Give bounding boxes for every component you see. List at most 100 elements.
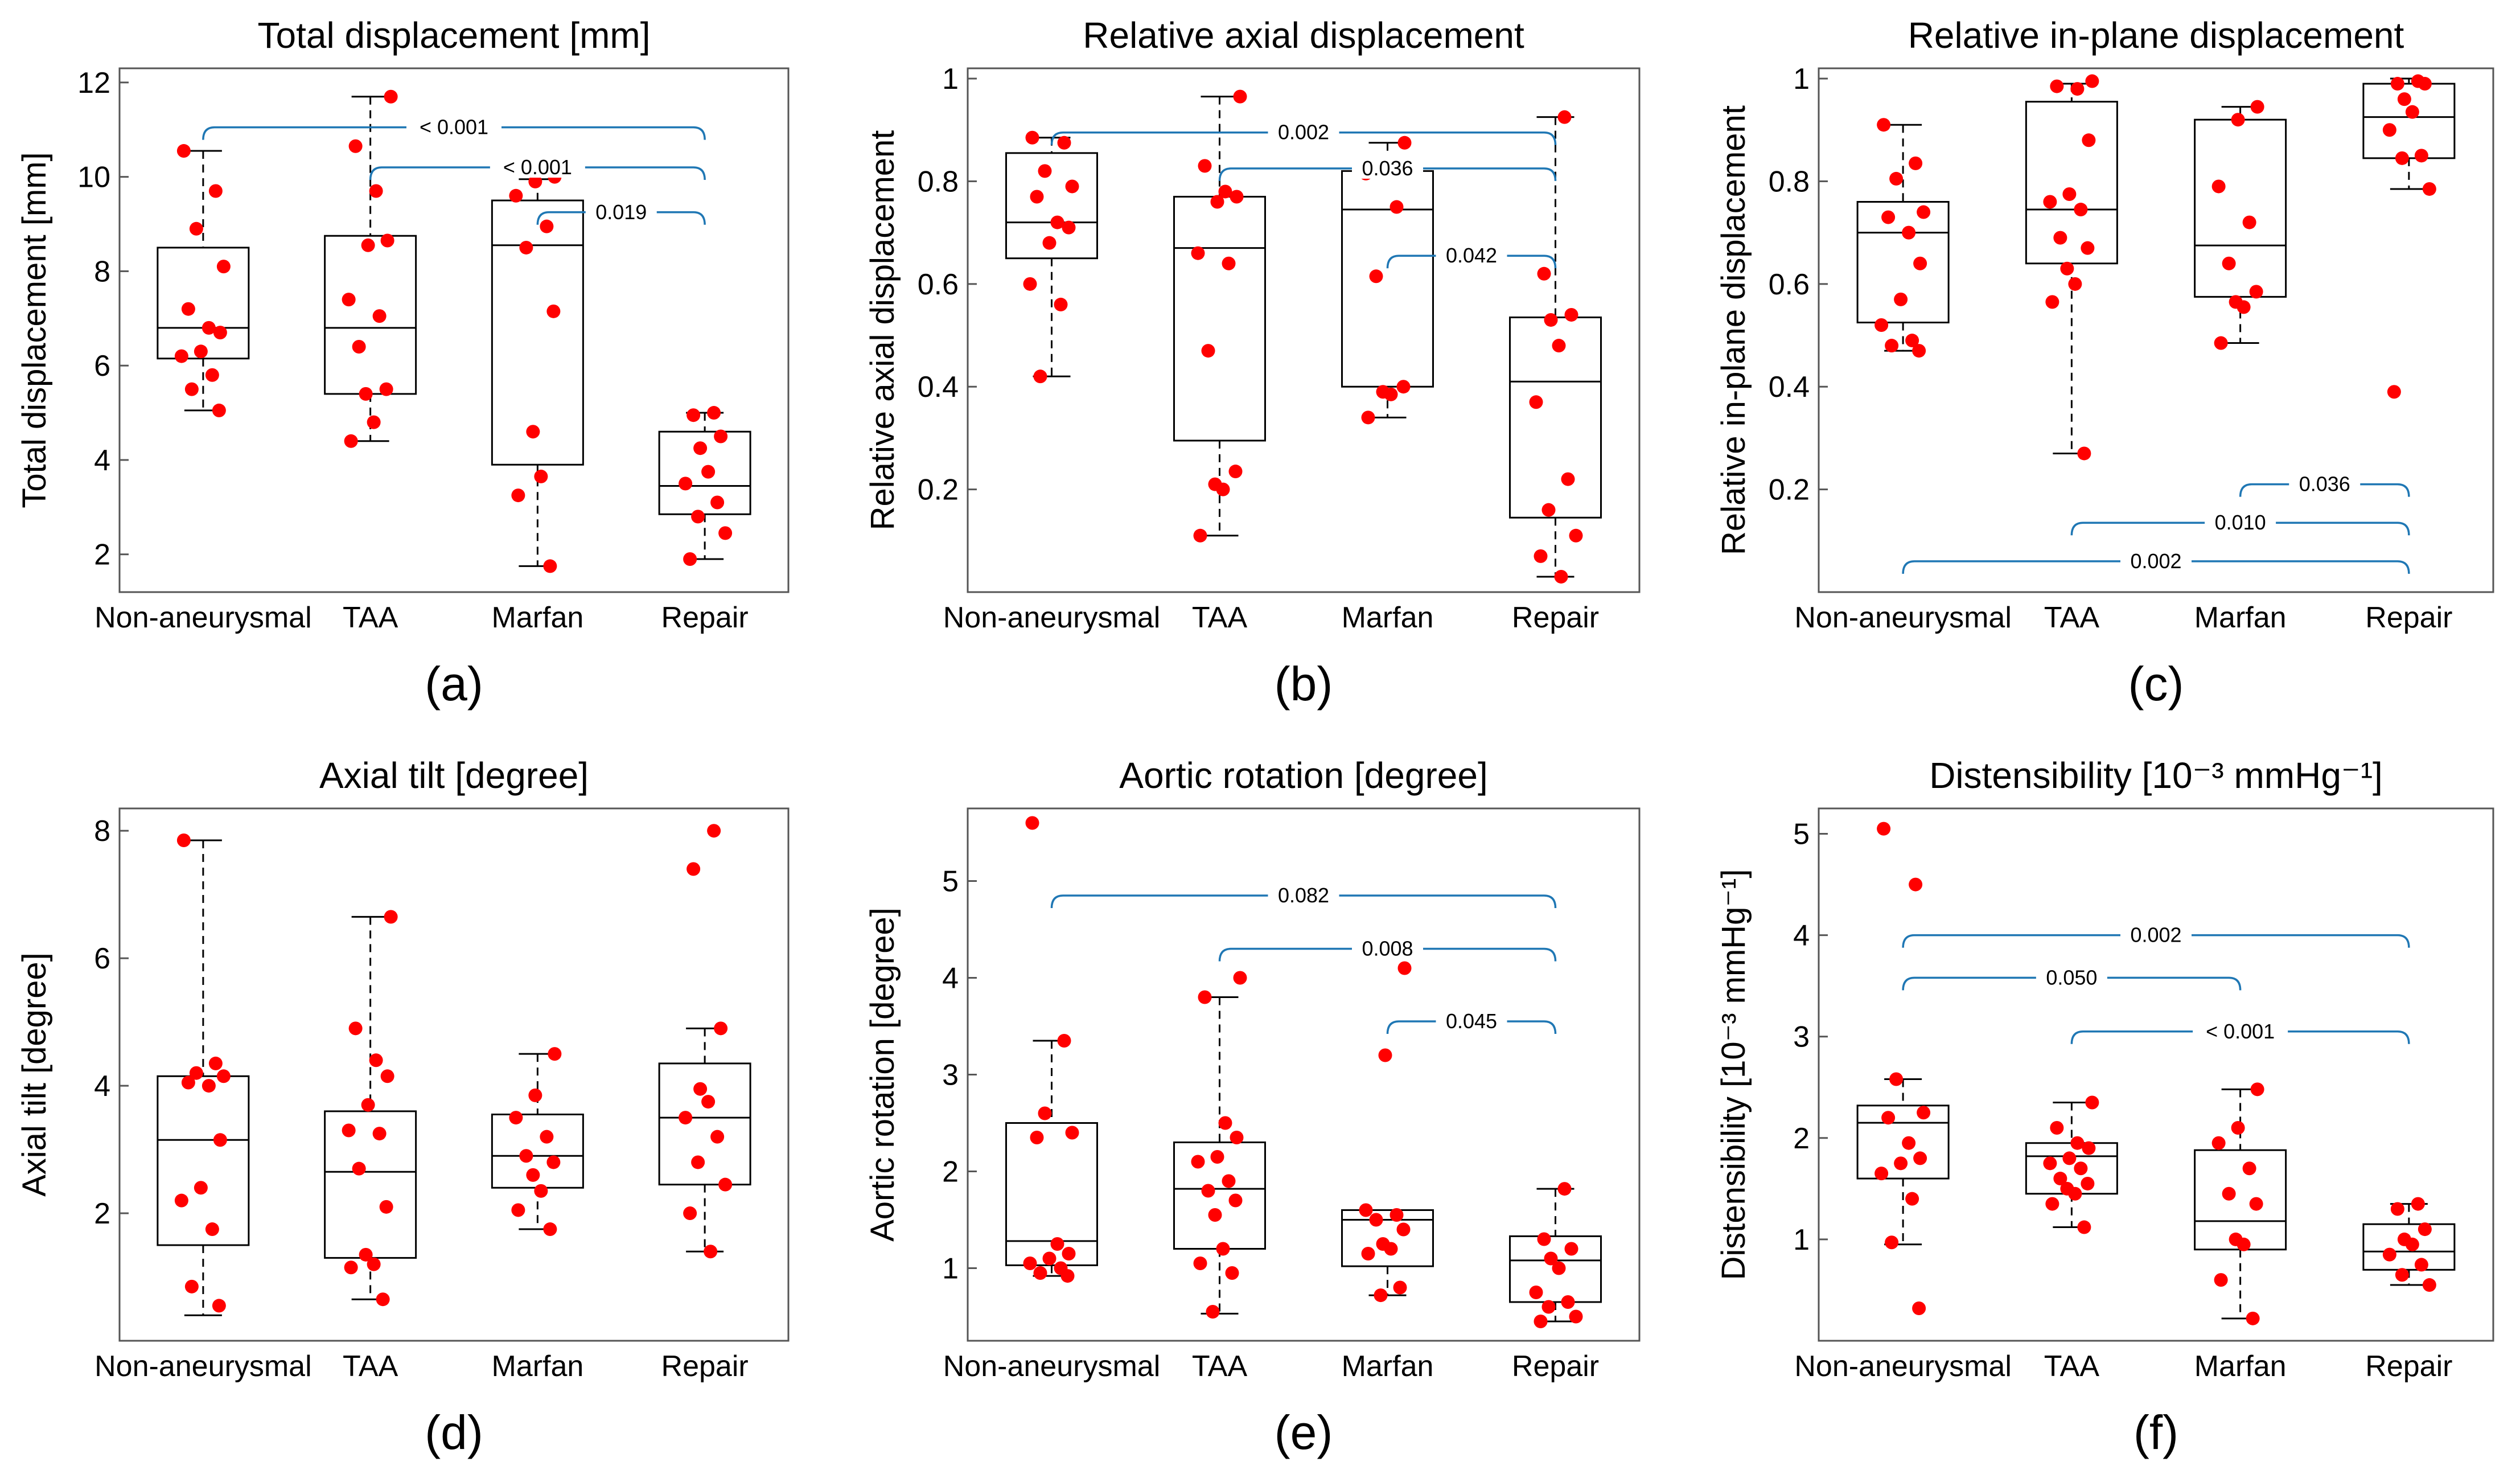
- y-tick-label: 1: [942, 63, 959, 96]
- data-point: [2081, 241, 2095, 255]
- data-point: [1033, 369, 1047, 384]
- y-tick-label: 1: [1793, 63, 1810, 96]
- y-tick-label: 4: [1793, 919, 1810, 952]
- x-category-label: TAA: [1192, 601, 1248, 634]
- y-axis-label: Relative in-plane displacement: [1715, 105, 1752, 555]
- y-tick-label: 4: [94, 444, 110, 477]
- data-point: [2231, 113, 2245, 127]
- data-point: [2250, 100, 2264, 114]
- data-point: [1564, 1242, 1578, 1256]
- data-point: [1025, 130, 1039, 145]
- x-category-label: TAA: [2044, 1350, 2100, 1383]
- data-point: [2418, 1222, 2432, 1237]
- data-point: [534, 1184, 548, 1198]
- data-point: [686, 408, 701, 422]
- y-tick-label: 8: [94, 255, 110, 288]
- data-point: [543, 559, 557, 573]
- data-point: [1193, 1257, 1207, 1270]
- data-point: [205, 1222, 219, 1237]
- data-point: [1541, 503, 1556, 517]
- data-point: [2222, 256, 2236, 270]
- y-tick-label: 0.8: [1769, 165, 1810, 198]
- data-point: [2422, 1278, 2436, 1292]
- box-iqr: [1341, 1209, 1434, 1267]
- panel-1: 2 4 6 8 10 12 Non-aneurysmal TAA Marfan Repair Tot…: [16, 15, 790, 711]
- data-point: [2382, 123, 2396, 137]
- x-category-label: TAA: [1192, 1350, 1248, 1383]
- box-iqr: [658, 430, 751, 515]
- data-point: [701, 1095, 716, 1109]
- chart-title: Distensibility [10⁻³ mmHg⁻¹]: [1929, 755, 2383, 796]
- significance-label-bg: [1268, 883, 1339, 906]
- panel-5: 1 2 3 4 5 Non-aneurysmal TAA Marfan Repair Aortic…: [864, 755, 1641, 1459]
- axes-frame: [967, 67, 1641, 593]
- y-tick-label: 10: [77, 161, 110, 194]
- chart-title: Aortic rotation [degree]: [1119, 755, 1487, 796]
- significance-label-bg: [585, 199, 657, 223]
- significance-label: 0.010: [2215, 511, 2266, 534]
- data-point: [1569, 528, 1583, 543]
- box-iqr: [1005, 1122, 1098, 1266]
- data-point: [1885, 339, 1899, 353]
- data-point: [2068, 277, 2082, 291]
- significance-label-bg: [2036, 965, 2107, 988]
- data-point: [1881, 210, 1896, 224]
- data-point: [540, 1130, 554, 1144]
- chart-title: Axial tilt [degree]: [319, 755, 589, 796]
- data-point: [1361, 410, 1375, 425]
- significance-label: 0.050: [2046, 966, 2097, 989]
- data-point: [213, 1133, 227, 1147]
- panel-2: 0.2 0.4 0.6 0.8 1 Non-aneurysmal TAA Marfan Repa…: [864, 15, 1641, 711]
- data-point: [2246, 1311, 2260, 1325]
- data-point: [1038, 164, 1052, 178]
- significance-label-bg: [406, 114, 501, 138]
- chart-title: Relative in-plane displacement: [1908, 15, 2404, 56]
- data-point: [2242, 215, 2256, 229]
- data-point: [704, 1245, 718, 1259]
- data-point: [181, 302, 195, 316]
- significance-label-bg: [2205, 510, 2276, 533]
- data-point: [1065, 179, 1079, 194]
- data-point: [352, 340, 366, 354]
- data-point: [1537, 266, 1551, 281]
- data-point: [686, 862, 701, 876]
- significance-label: 0.002: [2130, 923, 2181, 947]
- data-point: [543, 1222, 557, 1237]
- x-category-label: Marfan: [1342, 601, 1434, 634]
- data-point: [2045, 1197, 2059, 1211]
- data-point: [1378, 1048, 1392, 1062]
- data-point: [1894, 1156, 1908, 1171]
- x-category-label: Repair: [2365, 601, 2452, 634]
- data-point: [212, 1299, 226, 1313]
- data-point: [2060, 261, 2074, 276]
- data-point: [1359, 1203, 1373, 1217]
- y-tick-label: 3: [1793, 1021, 1810, 1054]
- y-tick-label: 2: [942, 1156, 959, 1189]
- data-point: [2214, 336, 2228, 350]
- data-point: [1060, 1269, 1075, 1283]
- data-point: [2250, 1082, 2264, 1097]
- panel-label: (d): [425, 1406, 483, 1459]
- data-point: [1397, 135, 1412, 150]
- y-tick-label: 4: [942, 962, 959, 995]
- data-point: [1038, 1106, 1052, 1120]
- data-point: [208, 1056, 223, 1070]
- data-point: [1561, 472, 1575, 486]
- data-point: [2387, 385, 2401, 399]
- data-point: [1201, 344, 1215, 358]
- data-point: [707, 406, 721, 420]
- data-point: [2249, 285, 2263, 299]
- data-point: [1552, 339, 1566, 353]
- data-point: [1544, 313, 1558, 327]
- x-category-label: Marfan: [491, 601, 583, 634]
- data-point: [1193, 528, 1207, 543]
- data-point: [679, 1111, 693, 1125]
- data-point: [528, 1088, 542, 1102]
- significance-label-bg: [1268, 120, 1339, 143]
- x-category-label: Marfan: [2194, 601, 2287, 634]
- x-category-label: Non-aneurysmal: [94, 601, 312, 634]
- panel-4: 2 4 6 8 Non-aneurysmal TAA Marfan Repair Axial t…: [16, 755, 790, 1459]
- data-point: [379, 382, 393, 396]
- data-point: [540, 219, 554, 233]
- box-iqr: [2362, 1223, 2456, 1271]
